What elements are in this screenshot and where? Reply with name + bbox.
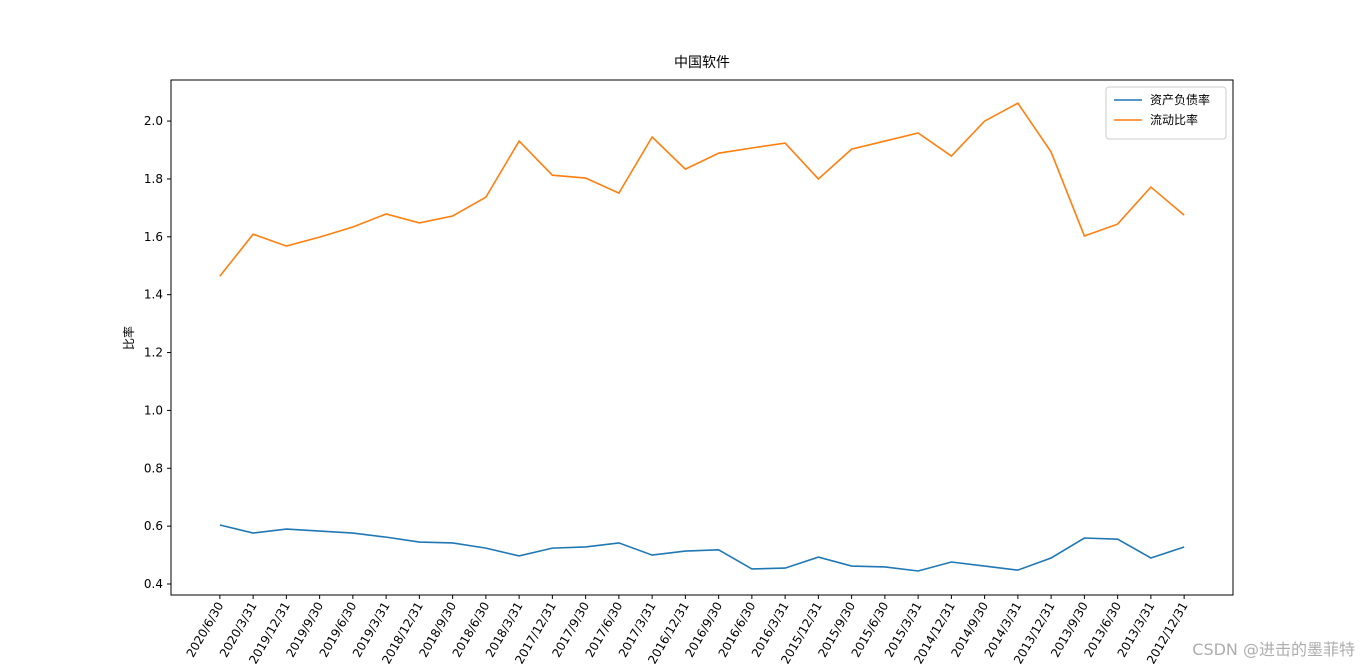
watermark: CSDN @进击的墨菲特 xyxy=(1192,640,1355,659)
chart-title: 中国软件 xyxy=(674,55,730,71)
y-tick-label: 1.2 xyxy=(144,346,163,360)
y-tick-label: 1.6 xyxy=(144,230,163,244)
legend-label: 流动比率 xyxy=(1150,112,1198,127)
line-series xyxy=(219,524,1185,572)
y-tick-label: 1.0 xyxy=(144,403,163,417)
y-tick-label: 0.8 xyxy=(144,461,163,475)
plot-frame xyxy=(170,79,1234,596)
legend-label: 资产负债率 xyxy=(1150,92,1210,107)
y-tick-label: 0.4 xyxy=(144,577,163,591)
line-series xyxy=(219,102,1185,277)
y-tick-label: 2.0 xyxy=(144,114,163,128)
y-tick-label: 1.8 xyxy=(144,172,163,186)
y-tick-label: 1.4 xyxy=(144,288,163,302)
y-tick-label: 0.6 xyxy=(144,519,163,533)
y-axis-label: 比率 xyxy=(121,326,136,350)
